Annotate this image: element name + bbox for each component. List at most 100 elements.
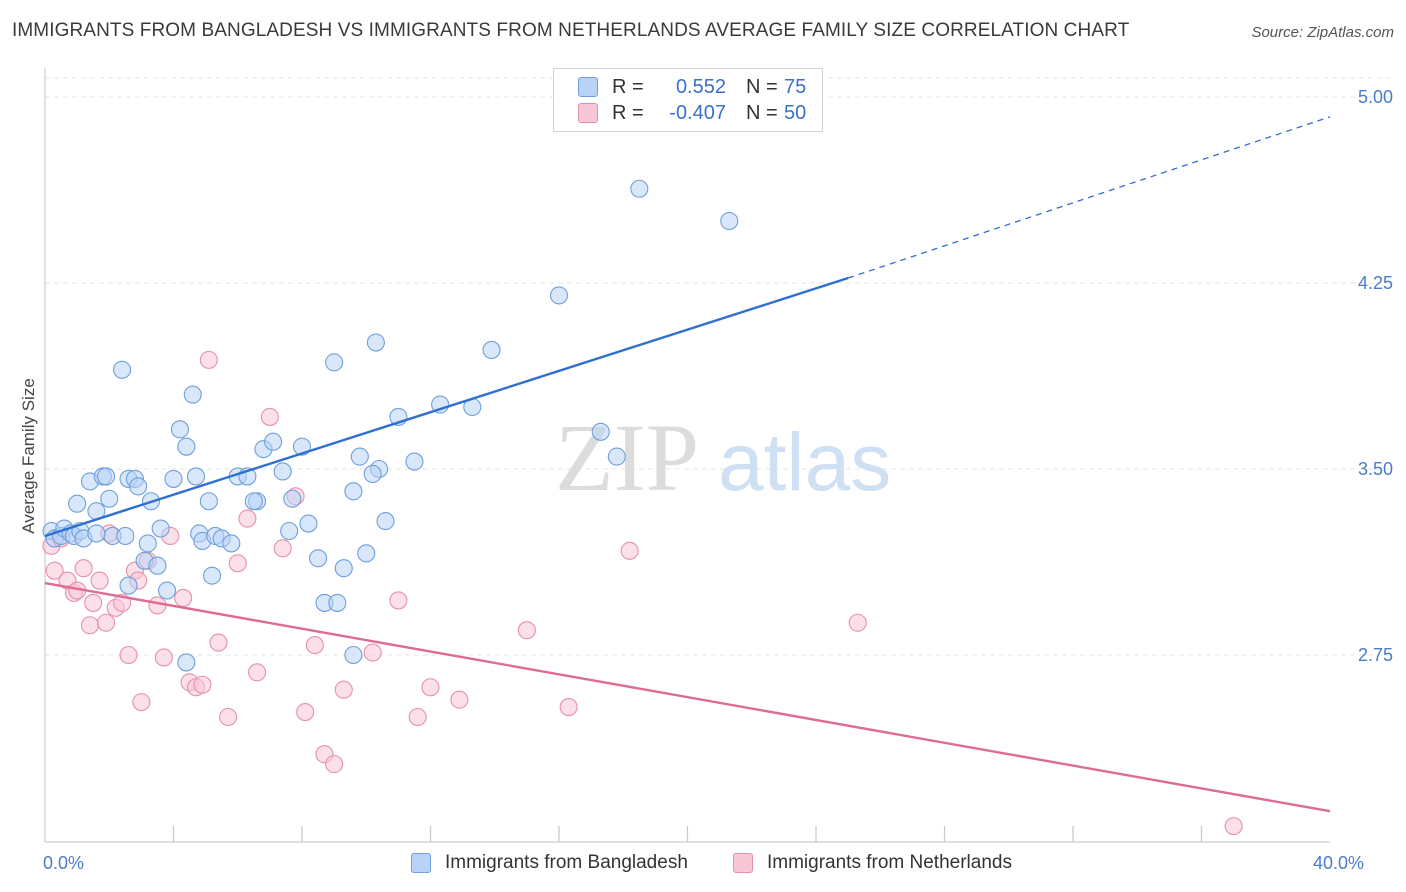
netherlands-point (408, 707, 427, 727)
grid-lines (45, 77, 1392, 656)
bangladesh-point (720, 211, 739, 231)
x-tick-label: 40.0% (1313, 853, 1364, 873)
bangladesh-point (158, 581, 177, 600)
bangladesh-point (309, 549, 328, 568)
netherlands-point (848, 613, 867, 632)
netherlands-legend-swatch (733, 853, 753, 873)
netherlands-point (620, 541, 639, 560)
netherlands-point (45, 561, 64, 580)
y-axis-label: Average Family Size (19, 378, 38, 534)
bangladesh-point (222, 534, 241, 553)
stats-legend-row-netherlands: R = -0.407 N = 50 (578, 100, 806, 126)
netherlands-point (228, 554, 247, 573)
netherlands-point (389, 591, 408, 610)
bangladesh-point (203, 566, 222, 585)
bangladesh-point (280, 521, 299, 541)
bangladesh-point (96, 467, 116, 486)
netherlands-point (74, 559, 93, 578)
bangladesh-point (357, 544, 376, 563)
bangladesh-point (482, 340, 501, 360)
watermark-atlas: atlas (718, 417, 891, 508)
r-label: R = (612, 75, 644, 98)
bangladesh-point (344, 645, 363, 665)
bangladesh-point (405, 452, 424, 471)
r-value: 0.552 (675, 75, 726, 98)
watermark: ZIP atlas (555, 404, 891, 511)
bangladesh-legend-swatch (411, 853, 431, 873)
netherlands-point (296, 702, 315, 722)
bangladesh-swatch (578, 77, 598, 97)
bangladesh-point (366, 333, 385, 352)
y-tick-label: 5.00 (1358, 87, 1393, 107)
bangladesh-point (100, 489, 119, 508)
netherlands-swatch (578, 103, 598, 123)
bangladesh-point (334, 559, 353, 578)
bangladesh-point (177, 437, 196, 456)
netherlands-point (90, 571, 109, 590)
y-tick-label: 4.25 (1358, 273, 1393, 293)
bangladesh-point (183, 385, 202, 404)
bangladesh-point (164, 469, 183, 488)
netherlands-point (193, 675, 212, 694)
netherlands-points (42, 350, 1243, 836)
netherlands-point (119, 645, 138, 665)
netherlands-point (273, 539, 292, 558)
netherlands-point (363, 643, 382, 662)
netherlands-point (334, 680, 353, 699)
netherlands-point (174, 588, 193, 608)
netherlands-point (132, 693, 151, 712)
bangladesh-point (273, 462, 292, 481)
source-label: Source: ZipAtlas.com (1251, 24, 1394, 41)
trend-lines (44, 116, 1331, 813)
bangladesh-point (630, 179, 649, 198)
series-legend: Immigrants from Bangladesh Immigrants fr… (0, 852, 1406, 878)
bangladesh-point (376, 512, 395, 531)
bangladesh-point (264, 432, 283, 451)
netherlands-point (199, 350, 218, 369)
y-tick-label: 2.75 (1358, 645, 1393, 665)
netherlands-point (238, 509, 257, 528)
netherlands-point (1224, 817, 1243, 836)
bangladesh-point (344, 482, 363, 501)
netherlands-point (154, 648, 173, 667)
netherlands-point (559, 698, 578, 717)
n-label: N = (746, 75, 778, 98)
watermark-zip: ZIP (555, 404, 699, 511)
netherlands-point (260, 407, 279, 426)
netherlands-point (219, 707, 238, 727)
bangladesh-point (148, 556, 167, 575)
legend-item-netherlands: Immigrants from Netherlands (733, 852, 1012, 874)
bangladesh-trend-extension (847, 116, 1331, 279)
bangladesh-point (87, 524, 106, 543)
stats-legend-row-bangladesh: R = 0.552 N = 75 (578, 74, 806, 100)
bangladesh-point (119, 576, 138, 595)
chart-title: IMMIGRANTS FROM BANGLADESH VS IMMIGRANTS… (12, 20, 1130, 41)
bangladesh-trend-line (44, 276, 849, 538)
bangladesh-point (138, 534, 157, 553)
netherlands-point (517, 621, 536, 640)
netherlands-point (325, 755, 344, 774)
bangladesh-point (607, 447, 626, 466)
r-label: R = (612, 101, 644, 124)
netherlands-point (80, 616, 100, 635)
bangladesh-point (129, 477, 148, 496)
legend-label-bangladesh: Immigrants from Bangladesh (445, 852, 688, 873)
bangladesh-point (283, 489, 302, 508)
bangladesh-point (350, 447, 369, 466)
legend-item-bangladesh: Immigrants from Bangladesh (411, 852, 688, 874)
bangladesh-point (325, 353, 344, 372)
bangladesh-point (170, 420, 189, 439)
stats-legend: R = 0.552 N = 75 R = -0.407 N = 50 (553, 68, 823, 132)
bangladesh-point (113, 360, 132, 379)
bangladesh-point (299, 514, 318, 533)
netherlands-point (305, 636, 324, 655)
netherlands-point (209, 633, 228, 652)
bangladesh-point (363, 464, 382, 484)
n-value: 75 (784, 75, 807, 98)
bangladesh-point (591, 422, 610, 441)
bangladesh-point (549, 286, 569, 305)
bangladesh-point (244, 492, 263, 511)
bangladesh-point (328, 593, 347, 612)
n-value: 50 (784, 101, 807, 124)
y-tick-label: 3.50 (1358, 459, 1393, 479)
